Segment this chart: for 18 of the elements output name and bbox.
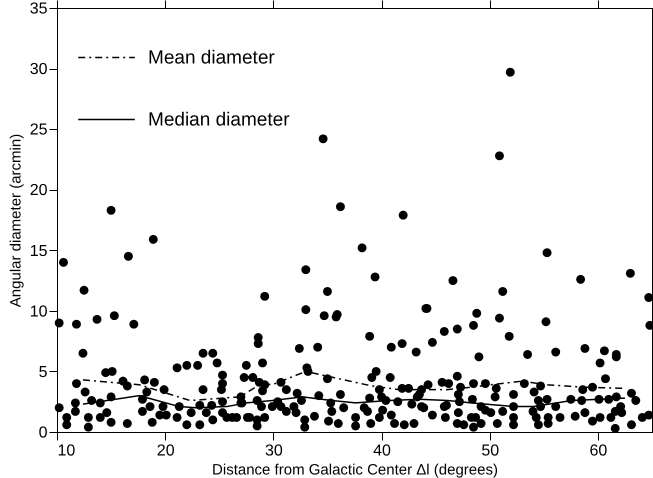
x-tick-label: 30 xyxy=(264,442,283,460)
legend-label: Mean diameter xyxy=(148,48,276,68)
y-tick-label: 15 xyxy=(30,242,48,260)
x-axis-title: Distance from Galactic Center Δl (degrees) xyxy=(212,462,498,478)
x-tick-label: 20 xyxy=(156,442,175,460)
x-tick-label: 40 xyxy=(373,442,392,460)
x-tick-label: 60 xyxy=(590,442,608,460)
x-tick-label: 50 xyxy=(481,442,500,460)
y-tick-label: 10 xyxy=(30,303,48,320)
y-tick-label: 25 xyxy=(30,122,48,139)
legend-label: Median diameter xyxy=(148,110,290,130)
y-tick-label: 0 xyxy=(38,424,48,442)
y-axis-title: Angular diameter (arcmin) xyxy=(8,134,25,308)
y-tick-label: 35 xyxy=(30,0,48,18)
x-tick-label: 10 xyxy=(58,442,76,460)
y-tick-label: 30 xyxy=(30,61,48,78)
y-tick-label: 5 xyxy=(38,364,48,381)
y-tick-label: 20 xyxy=(30,182,48,200)
